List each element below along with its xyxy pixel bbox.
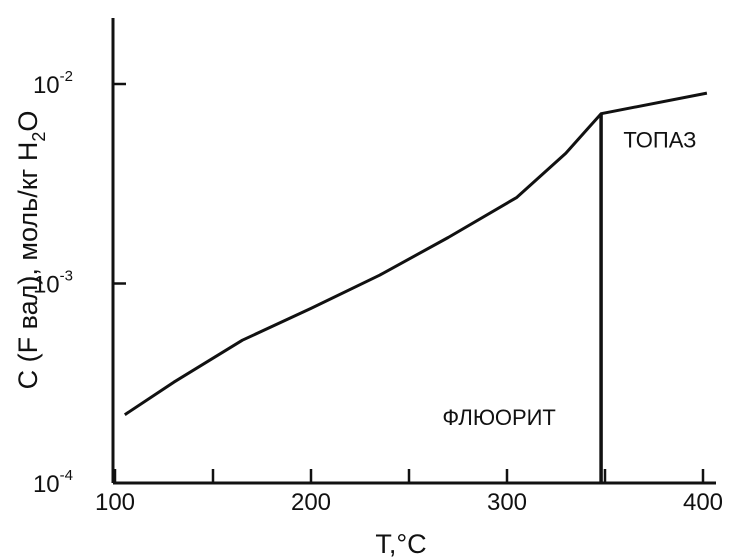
x-axis-title: T,°C [375,529,426,559]
y-axis-title: C (F вал), моль/кг H2O [13,111,49,390]
y-tick-label: 10-4 [33,467,73,498]
y-tick-label: 10-2 [33,68,73,99]
x-tick-label: 100 [95,489,135,516]
phase-label: ФЛЮОРИТ [442,405,555,430]
y-ticks: 10-4 10-3 10-2 [33,68,126,498]
data-series [123,91,708,483]
annotations: ФЛЮОРИТ ТОПАЗ [442,128,696,431]
x-tick-label: 300 [487,489,527,516]
x-tick-label: 400 [683,489,723,516]
solubility-line [123,91,708,416]
x-tick-label: 200 [291,489,331,516]
x-ticks: 100 200 300 400 [95,469,723,516]
phase-label: ТОПАЗ [623,128,696,153]
y-tick-label: 10-3 [33,268,73,299]
axis-titles: T,°C C (F вал), моль/кг H2O [13,111,427,559]
